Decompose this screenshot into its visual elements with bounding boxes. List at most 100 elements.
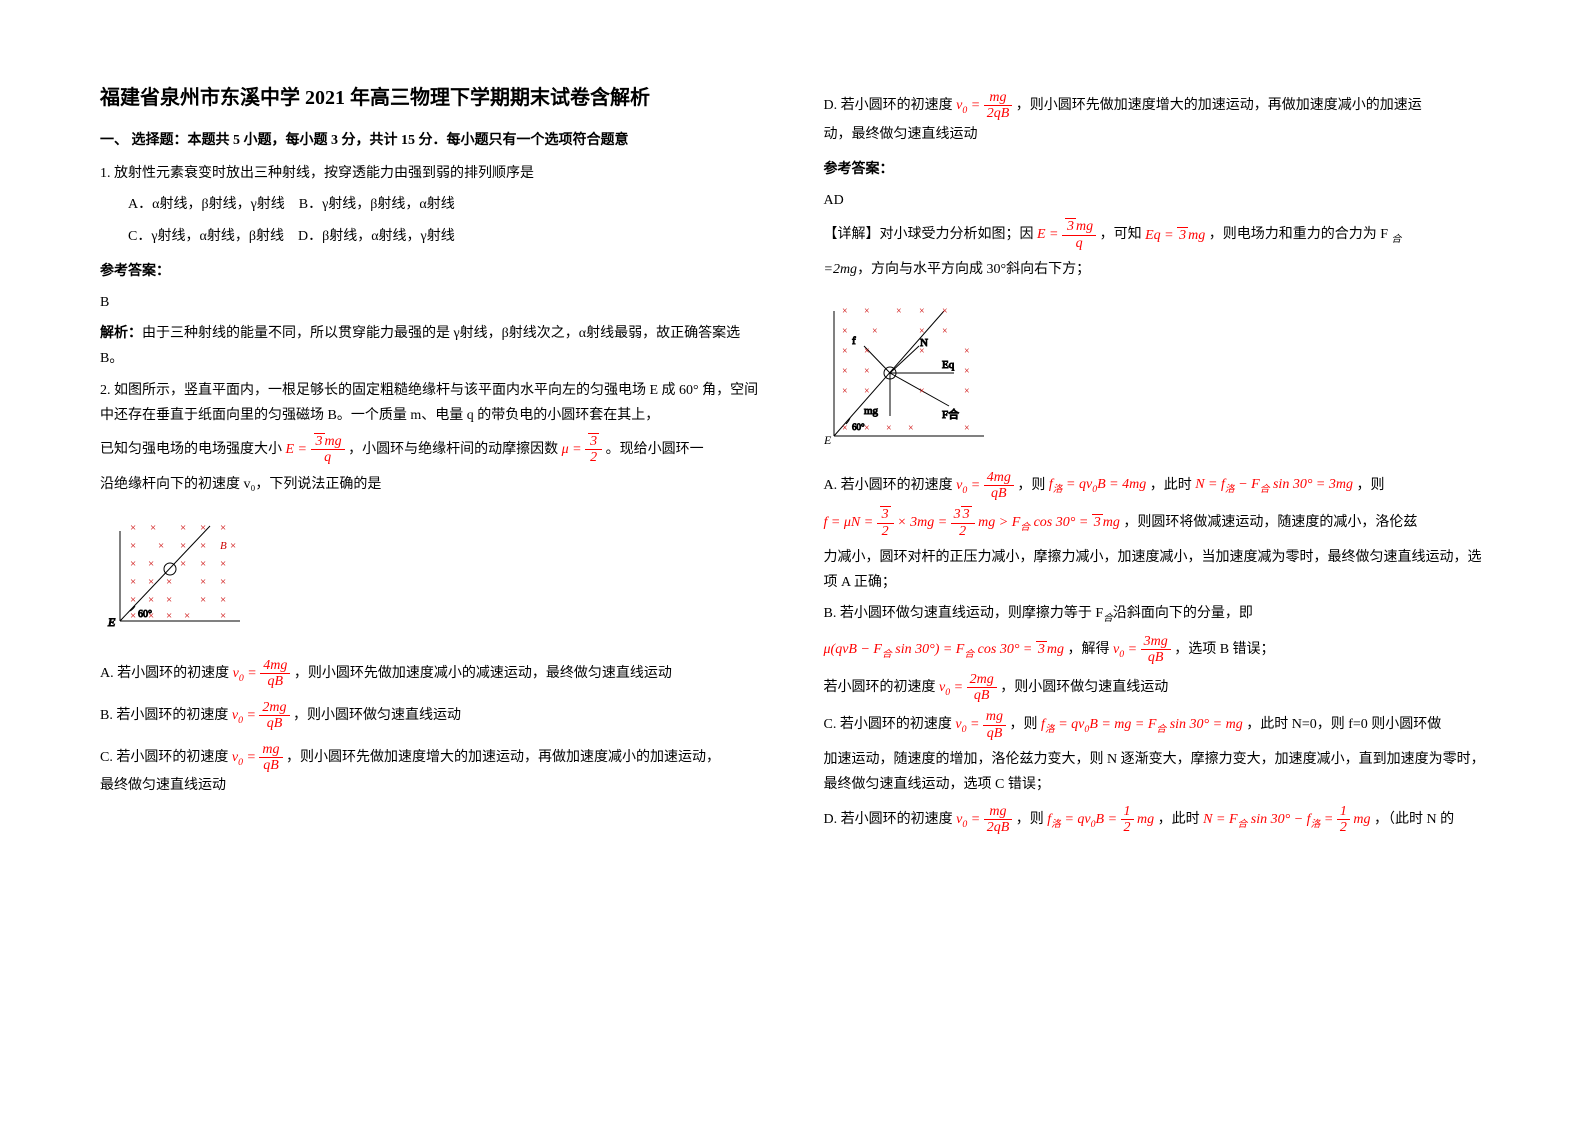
q2-opt-b-text: B. 若小圆环的初速度	[100, 708, 228, 723]
formula-f: f = μN = 32 × 3mg = 332 mg > F合 cos 30° …	[824, 507, 1120, 539]
force-diagram: N f Eq mg F合 60° ××××× ×××× ×××× ××× ×××…	[824, 296, 994, 446]
svg-text:E: E	[107, 615, 116, 629]
explain-label: 解析：	[100, 326, 142, 341]
ref-label-2: 参考答案：	[824, 157, 1488, 182]
q2-opt-b: B. 若小圆环的初速度 v0 = 2mgqB ，则小圆环做匀速直线运动	[100, 700, 764, 732]
ref-label: 参考答案：	[100, 259, 764, 284]
formula-v0-3: v0 = 3mgqB	[1113, 634, 1171, 666]
svg-text:×: ×	[908, 423, 914, 434]
q1-text: 1. 放射性元素衰变时放出三种射线，按穿透能力由强到弱的排列顺序是	[100, 161, 764, 186]
svg-text:×: ×	[148, 610, 154, 622]
svg-text:×: ×	[886, 423, 892, 434]
formula-v0-1: v0 = mgqB	[232, 742, 283, 774]
q2-text-2c: 。现给小圆环一	[606, 442, 704, 457]
q2-opt-a: A. 若小圆环的初速度 v0 = 4mgqB ，则小圆环先做加速度减小的减速运动…	[100, 658, 764, 690]
q1-opt-b: B．γ射线，β射线，α射线	[299, 197, 455, 212]
exp-d-d: ，（此时 N 的	[1374, 812, 1454, 827]
exp-a-b: ，则	[1017, 478, 1045, 493]
exp-b-a3: 沿斜面向下的分量，即	[1113, 606, 1253, 621]
svg-text:×: ×	[919, 386, 925, 397]
svg-text:×: ×	[220, 558, 226, 570]
svg-text:×: ×	[148, 576, 154, 588]
svg-text:×: ×	[180, 522, 186, 534]
section-header: 一、 选择题：本题共 5 小题，每小题 3 分，共计 15 分．每小题只有一个选…	[100, 128, 764, 153]
detail: 【详解】对小球受力分析如图；因 E = 3mgq ，可知 Eq = 3mg ，则…	[824, 219, 1488, 251]
svg-text:×: ×	[942, 306, 948, 317]
q1-options-row2: C．γ射线，α射线，β射线 D．β射线，α射线，γ射线	[100, 224, 764, 249]
svg-text:×: ×	[166, 610, 172, 622]
svg-text:×: ×	[942, 326, 948, 337]
svg-text:×: ×	[864, 366, 870, 377]
svg-text:×: ×	[919, 346, 925, 357]
q2-opt-d-text: D. 若小圆环的初速度	[824, 98, 953, 113]
exp-b-c: ，选项 B 错误；	[1174, 642, 1274, 657]
q1-opt-a: A．α射线，β射线，γ射线	[128, 197, 285, 212]
q1-opt-c: C．γ射线，α射线，β射线	[128, 229, 284, 244]
svg-text:×: ×	[842, 423, 848, 434]
q2-opt-b-tail: ，则小圆环做匀速直线运动	[293, 708, 461, 723]
svg-text:E: E	[824, 433, 832, 446]
exp-b-d: 若小圆环的初速度	[824, 680, 936, 695]
svg-text:×: ×	[150, 522, 156, 534]
formula-florentz: f洛 = qv0B = 4mg	[1049, 472, 1146, 498]
formula-v0-2: v0 = 2mgqB	[232, 700, 290, 732]
svg-text:×: ×	[842, 386, 848, 397]
exp-d-b: ，则	[1016, 812, 1044, 827]
exp-d-a: D. 若小圆环的初速度	[824, 812, 953, 827]
svg-text:×: ×	[220, 576, 226, 588]
formula-v0-4b: v0 = 4mgqB	[956, 470, 1014, 502]
q1-explain: 解析：由于三种射线的能量不同，所以贯穿能力最强的是 γ射线，β射线次之，α射线最…	[100, 321, 764, 371]
svg-text:mg: mg	[864, 405, 879, 417]
q2-opt-a-text: A. 若小圆环的初速度	[100, 666, 229, 681]
formula-E2: E = 3mgq	[1037, 219, 1096, 251]
svg-text:×: ×	[964, 386, 970, 397]
svg-text:×: ×	[200, 576, 206, 588]
exp-c-a: C. 若小圆环的初速度	[824, 718, 952, 733]
svg-text:×: ×	[148, 558, 154, 570]
exp-c-c: ，此时 N=0，则 f=0 则小圆环做	[1246, 718, 1441, 733]
exp-a-2: f = μN = 32 × 3mg = 332 mg > F合 cos 30° …	[824, 507, 1488, 539]
q2-text-3: 沿绝缘杆向下的初速度 v₀，下列说法正确的是	[100, 472, 764, 497]
detail-1b: ，可知	[1100, 227, 1142, 242]
q2-text-2: 已知匀强电场的电场强度大小 E = 3mgq ，小圆环与绝缘杆间的动摩擦因数 μ…	[100, 434, 764, 466]
exp-c-b: ，则	[1010, 718, 1038, 733]
svg-text:×: ×	[130, 540, 136, 552]
exp-a-f: 力减小，圆环对杆的正压力减小，摩擦力减小，加速度减小，当加速度减为零时，最终做匀…	[824, 545, 1488, 595]
formula-E: E = 3mgq	[286, 434, 345, 466]
svg-text:×: ×	[964, 346, 970, 357]
svg-text:×: ×	[842, 366, 848, 377]
exp-b-e: ，则小圆环做匀速直线运动	[1000, 680, 1168, 695]
svg-text:×: ×	[130, 522, 136, 534]
exp-b-b: ，解得	[1068, 642, 1110, 657]
svg-text:×: ×	[964, 423, 970, 434]
svg-text:×: ×	[220, 610, 226, 622]
q2-opt-c-text: C. 若小圆环的初速度	[100, 750, 228, 765]
formula-florentz-2: f洛 = qv0B = mg = F合 sin 30° = mg	[1041, 712, 1243, 738]
detail-1d: 合	[1392, 234, 1402, 245]
svg-text:F合: F合	[942, 407, 959, 421]
q1-options-row1: A．α射线，β射线，γ射线 B．γ射线，β射线，α射线	[100, 192, 764, 217]
exp-b-3: 若小圆环的初速度 v0 = 2mgqB ，则小圆环做匀速直线运动	[824, 672, 1488, 704]
svg-text:×: ×	[200, 558, 206, 570]
detail-1e: =2mg，方向与水平方向成 30°斜向右下方；	[824, 257, 1488, 282]
exp-a-d: ，则	[1356, 478, 1384, 493]
exp-b: B. 若小圆环做匀速直线运动，则摩擦力等于 F合沿斜面向下的分量，即	[824, 601, 1488, 627]
svg-text:×: ×	[200, 522, 206, 534]
svg-text:×: ×	[166, 576, 172, 588]
q2-opt-d: D. 若小圆环的初速度 v0 = mg2qB ，则小圆环先做加速度增大的加速运动…	[824, 90, 1488, 147]
svg-text:×: ×	[184, 610, 190, 622]
svg-text:×: ×	[864, 386, 870, 397]
q2-text-1: 2. 如图所示，竖直平面内，一根足够长的固定粗糙绝缘杆与该平面内水平向左的匀强电…	[100, 378, 764, 428]
exp-d-c: ，此时	[1158, 812, 1200, 827]
formula-v0-1b: v0 = mgqB	[955, 709, 1006, 741]
formula-v0-half: v0 = mg2qB	[956, 90, 1012, 122]
q2-diagram: E 60° ××××× ××××B× ××××× ××××× ××××× ×××…	[100, 511, 250, 631]
svg-text:×: ×	[180, 558, 186, 570]
exp-a: A. 若小圆环的初速度 v0 = 4mgqB ，则 f洛 = qv0B = 4m…	[824, 470, 1488, 502]
svg-text:×: ×	[864, 306, 870, 317]
detail-1c: ，则电场力和重力的合力为 F	[1209, 227, 1388, 242]
q2-opt-c: C. 若小圆环的初速度 v0 = mgqB ，则小圆环先做加速度增大的加速运动，…	[100, 742, 764, 799]
svg-text:×: ×	[200, 594, 206, 606]
svg-text:×: ×	[220, 522, 226, 534]
svg-text:×: ×	[919, 306, 925, 317]
